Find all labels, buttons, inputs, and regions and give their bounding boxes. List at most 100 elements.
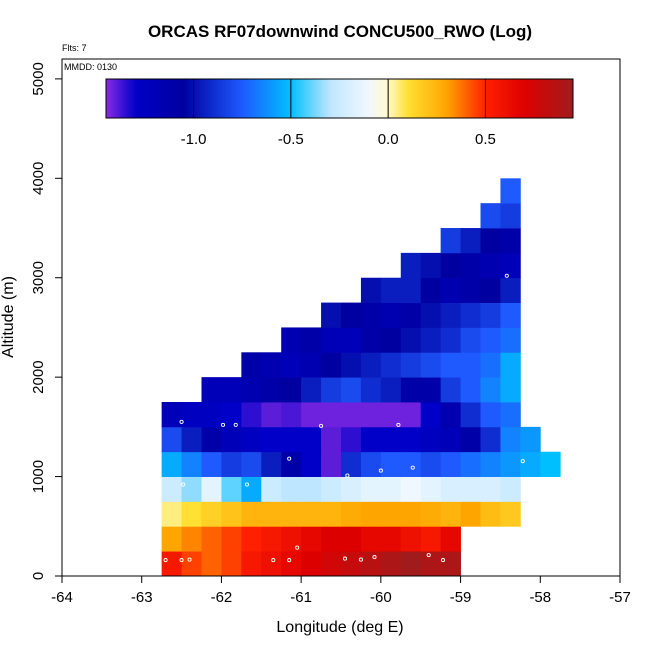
y-tick-label: 4000: [30, 162, 47, 195]
data-point: [179, 419, 184, 424]
heatmap-cell: [400, 302, 422, 328]
heatmap-cells: [161, 178, 561, 577]
heatmap-cell: [321, 551, 342, 577]
heatmap-cell: [321, 352, 342, 378]
data-point: [287, 456, 292, 461]
heatmap-cell: [201, 402, 222, 428]
heatmap-cell: [241, 476, 262, 502]
heatmap-cell: [500, 501, 521, 527]
heatmap-cell: [301, 377, 322, 403]
heatmap-cell: [400, 426, 422, 453]
heatmap-cell: [380, 402, 402, 428]
x-axis: -64 -63 -62 -61 -60 -59 -58 -57: [51, 576, 631, 606]
heatmap-cell: [241, 402, 262, 428]
heatmap-cell: [360, 551, 382, 577]
data-point: [378, 468, 383, 473]
x-tick-label: -63: [131, 589, 153, 606]
heatmap-cell: [380, 327, 402, 353]
heatmap-cell: [261, 402, 282, 428]
heatmap-cell: [400, 526, 422, 552]
x-tick-label: -57: [609, 589, 631, 606]
heatmap-cell: [400, 327, 422, 353]
heatmap-cell: [460, 352, 481, 378]
x-tick-label: -59: [450, 589, 472, 606]
heatmap-cell: [420, 451, 442, 477]
heatmap-cell: [221, 402, 242, 428]
data-point: [287, 558, 292, 563]
heatmap-cell: [480, 228, 501, 254]
heatmap-cell: [301, 451, 322, 477]
data-point: [295, 545, 300, 550]
heatmap-cell: [420, 551, 442, 577]
heatmap-cell: [420, 476, 442, 502]
heatmap-cell: [440, 377, 461, 403]
heatmap-cell: [161, 476, 182, 502]
heatmap-cell: [181, 476, 202, 502]
heatmap-cell: [420, 327, 442, 353]
heatmap-cell: [480, 377, 501, 403]
data-point: [181, 482, 186, 487]
heatmap-cell: [341, 426, 362, 453]
heatmap-cell: [420, 426, 442, 453]
heatmap-cell: [261, 476, 282, 502]
heatmap-cell: [341, 451, 362, 477]
heatmap-cell: [281, 526, 302, 552]
heatmap-cell: [500, 352, 521, 378]
heatmap-cell: [380, 352, 402, 378]
data-point: [244, 482, 249, 487]
y-tick-label: 5000: [30, 62, 47, 95]
heatmap-cell: [221, 551, 242, 577]
heatmap-cell: [400, 377, 422, 403]
heatmap-cell: [241, 377, 262, 403]
heatmap-cell: [380, 476, 402, 502]
heatmap-cell: [341, 402, 362, 428]
colorbar-ticks: -1.0 -0.5 0.0 0.5: [181, 79, 496, 148]
x-tick-label: -58: [529, 589, 551, 606]
heatmap-cell: [380, 277, 402, 303]
chart-title: ORCAS RF07downwind CONCU500_RWO (Log): [148, 22, 532, 41]
data-point: [319, 423, 324, 428]
heatmap-cell: [480, 426, 501, 453]
heatmap-cell: [181, 526, 202, 552]
heatmap-cell: [360, 402, 382, 428]
y-tick-label: 2000: [30, 360, 47, 393]
colorbar-tick-label: -1.0: [181, 131, 207, 148]
heatmap-cell: [161, 526, 182, 552]
heatmap-cell: [420, 252, 442, 279]
heatmap-cell: [161, 402, 182, 428]
data-point: [504, 273, 509, 278]
heatmap-cell: [341, 302, 362, 328]
data-point: [342, 556, 348, 561]
colorbar-tick-label: -0.5: [278, 131, 304, 148]
data-point: [440, 558, 446, 563]
heatmap-cell: [420, 526, 442, 552]
heatmap-cell: [360, 526, 382, 552]
heatmap-cell: [261, 501, 282, 527]
heatmap-cell: [201, 426, 222, 453]
heatmap-cell: [201, 526, 222, 552]
x-axis-label: Longitude (deg E): [276, 619, 403, 636]
data-point: [491, 180, 497, 185]
heatmap-cell: [500, 302, 521, 328]
heatmap-cell: [341, 352, 362, 378]
heatmap-cell: [460, 228, 481, 254]
heatmap-cell: [181, 402, 202, 428]
heatmap-cell: [440, 501, 461, 527]
x-tick-label: -64: [51, 589, 73, 606]
heatmap-cell: [480, 501, 501, 527]
heatmap-cell: [500, 377, 521, 403]
heatmap-cell: [241, 451, 262, 477]
heatmap-cell: [360, 476, 382, 502]
heatmap-cell: [420, 377, 442, 403]
heatmap-cell: [460, 426, 481, 453]
heatmap-cell: [341, 501, 362, 527]
heatmap-cell: [440, 402, 461, 428]
heatmap-cell: [360, 501, 382, 527]
heatmap-cell: [400, 277, 422, 303]
heatmap-cell: [420, 277, 442, 303]
heatmap-cell: [281, 402, 302, 428]
heatmap-cell: [301, 426, 322, 453]
data-point: [358, 557, 363, 562]
heatmap-cell: [500, 178, 521, 204]
heatmap-cell: [301, 327, 322, 353]
